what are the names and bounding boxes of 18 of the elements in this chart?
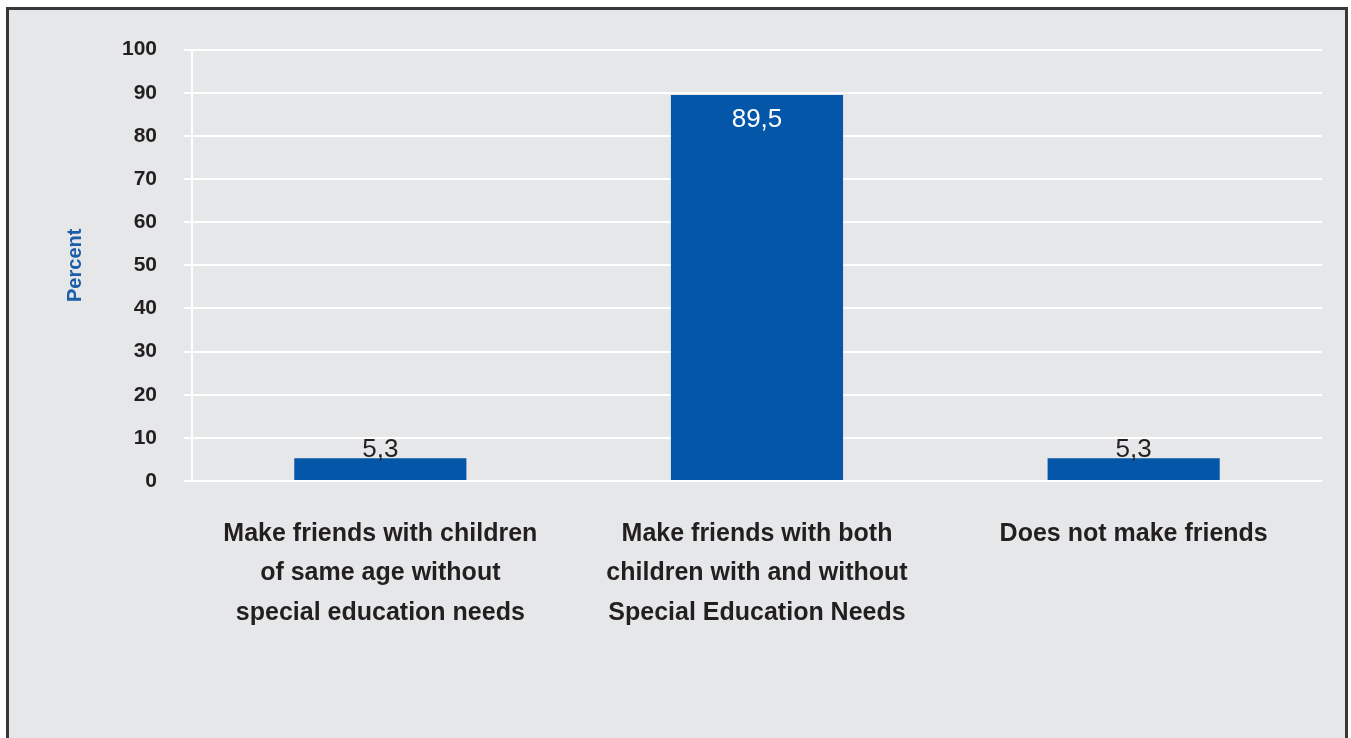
y-tick-label: 30 [133, 338, 157, 362]
y-tick-label: 10 [133, 424, 157, 448]
y-tick-label: 80 [133, 122, 157, 146]
data-label: 5,3 [1115, 433, 1152, 464]
x-tick-label: Make friends with children of same age without special education needs [223, 517, 538, 625]
y-tick-label: 40 [133, 295, 157, 319]
y-tick-label: 90 [133, 79, 157, 103]
y-axis-title: Percent [62, 228, 85, 302]
y-tick-label: 70 [133, 165, 157, 189]
x-tick-label: Make friends with both children with and without Special Education Needs [606, 517, 909, 625]
data-label: 5,3 [362, 433, 399, 464]
x-tick-label: Does not make friends [999, 517, 1268, 546]
data-label: 89,5 [731, 103, 783, 134]
y-tick-label: 0 [145, 467, 157, 491]
y-tick-label: 60 [133, 208, 157, 232]
y-tick-label: 100 [121, 36, 157, 60]
y-tick-label: 50 [133, 252, 157, 276]
y-tick-label: 20 [133, 381, 157, 405]
